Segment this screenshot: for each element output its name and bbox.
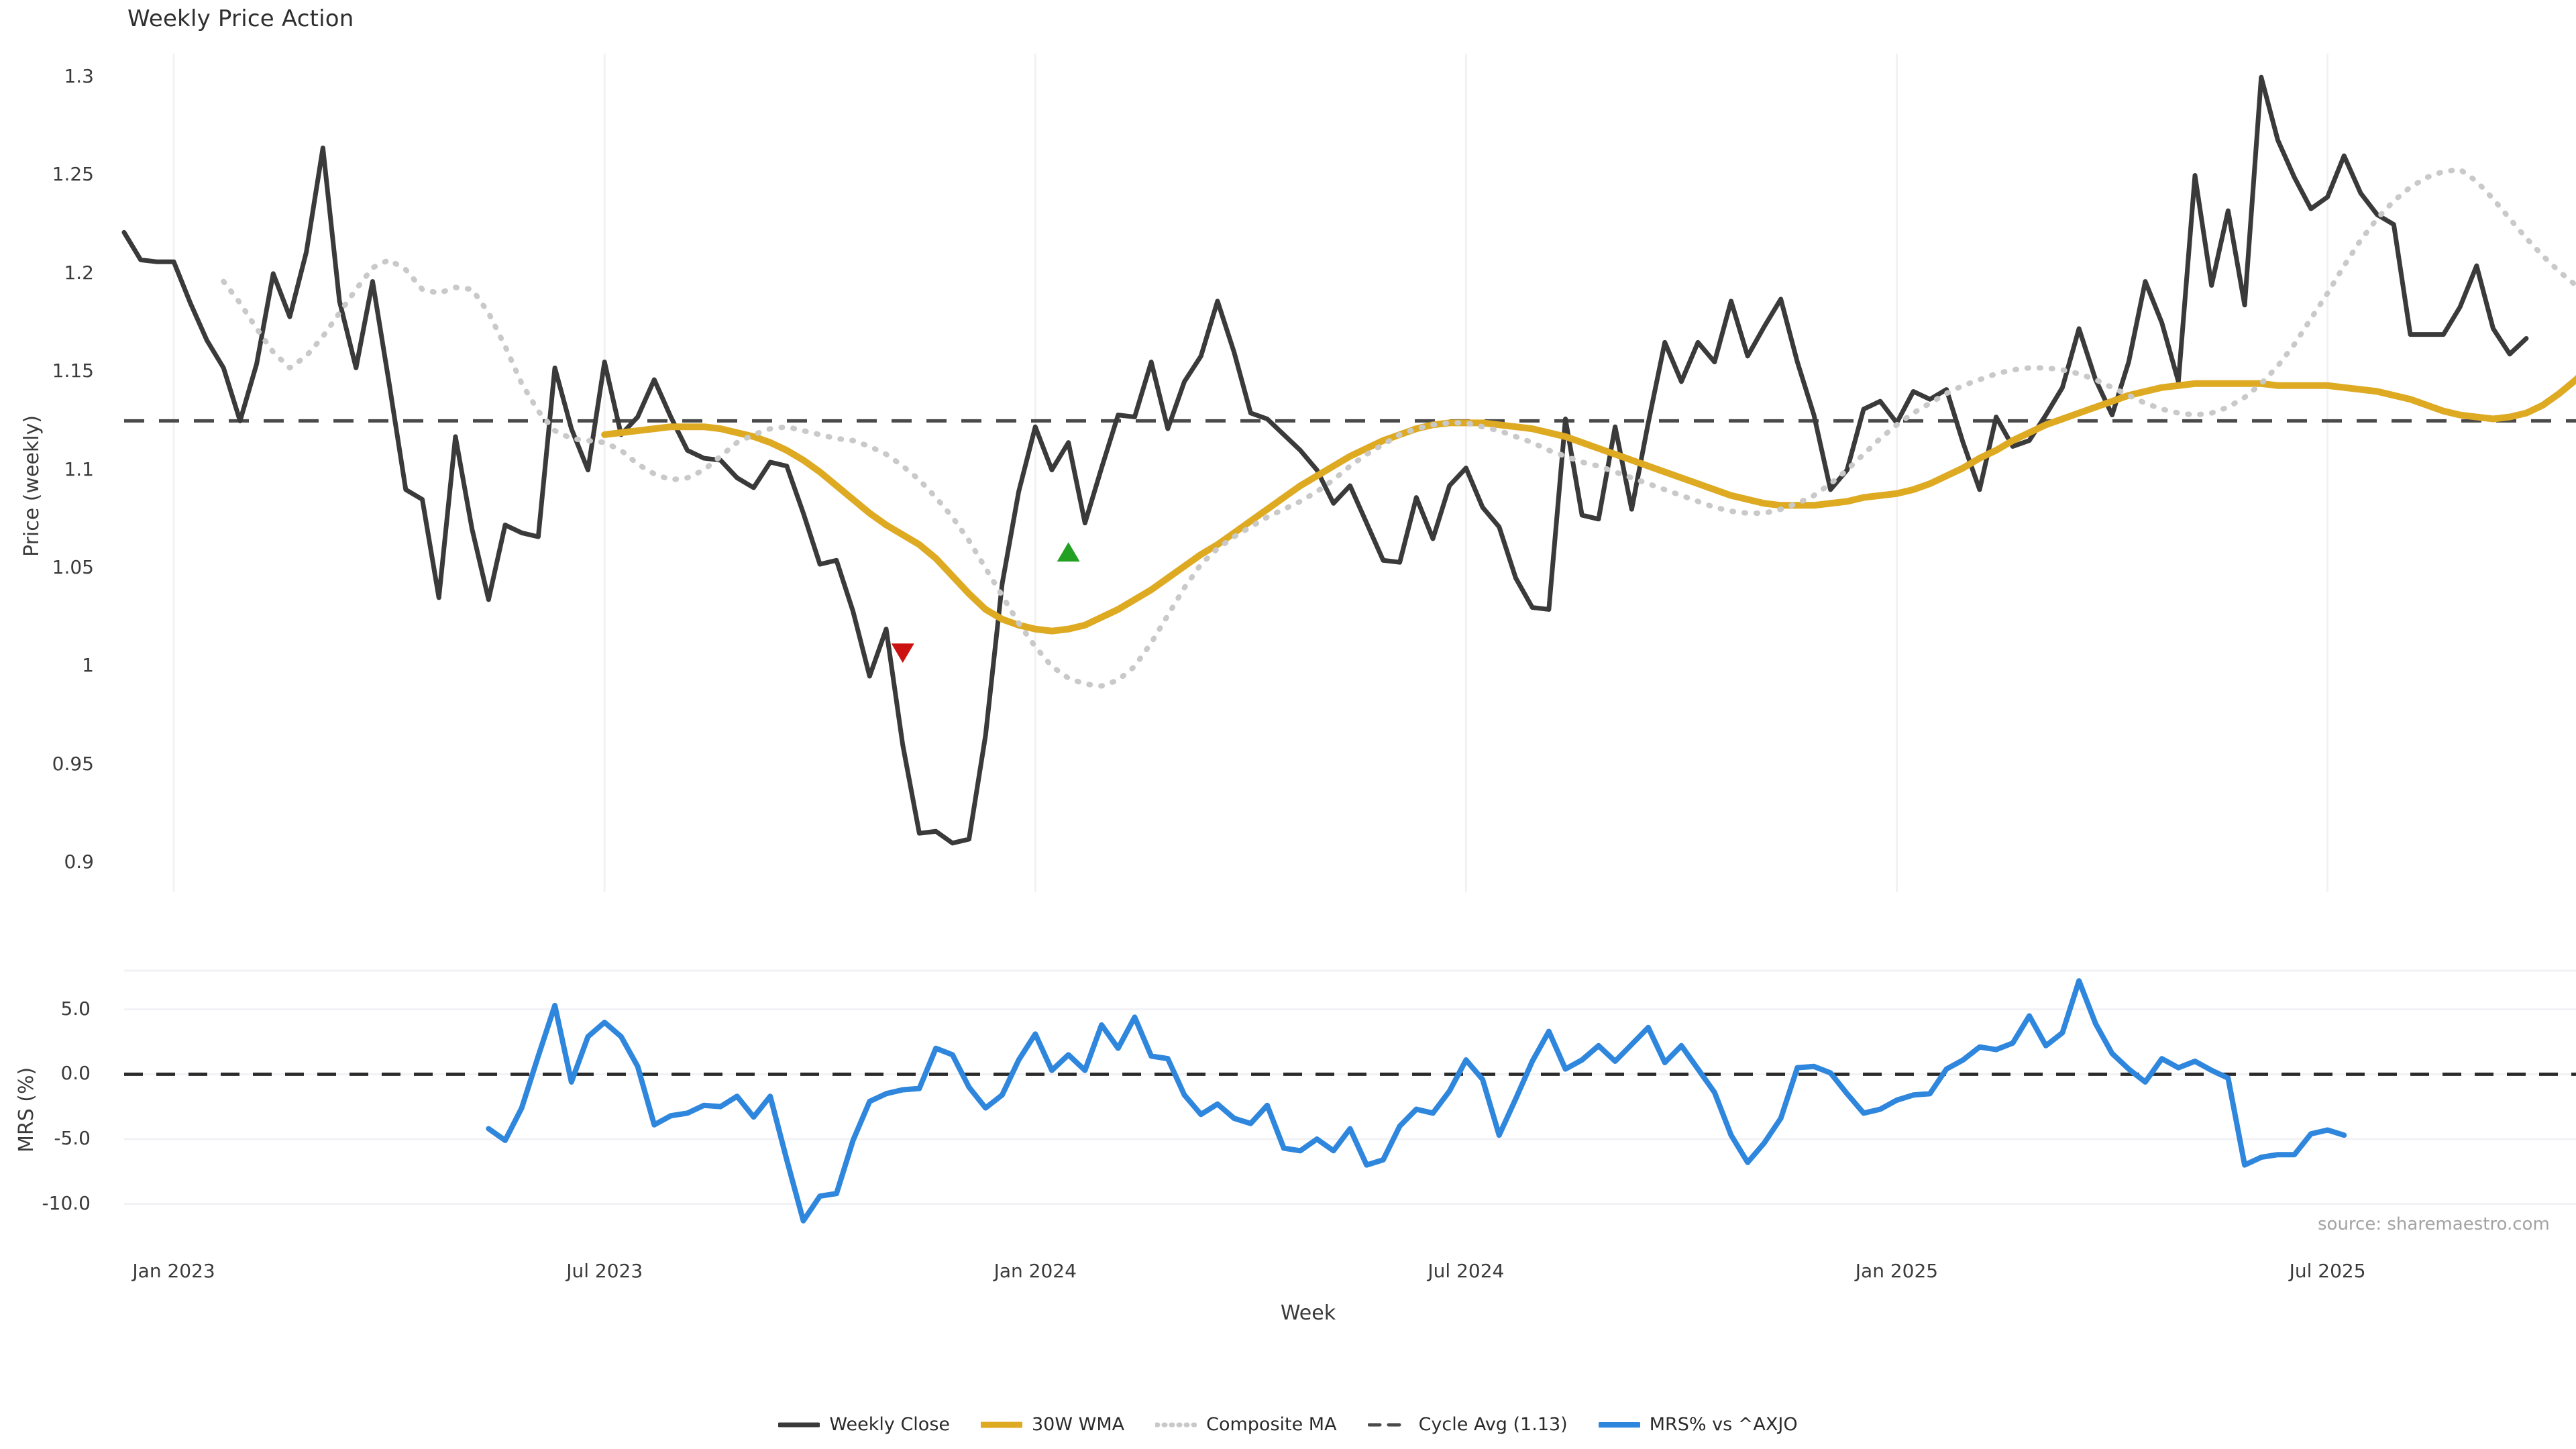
price-ytick-0: 1.3 <box>64 65 94 88</box>
buy-marker <box>1057 542 1080 562</box>
legend-label: 30W WMA <box>1032 1414 1125 1435</box>
chart-legend: Weekly Close 30W WMA Composite MA Cycle Avg… <box>0 1414 2576 1435</box>
series-composite-ma <box>221 166 2576 689</box>
xtick-4: Jan 2025 <box>1855 1260 1939 1282</box>
legend-swatch-icon <box>778 1422 820 1427</box>
price-ytick-3: 1.15 <box>52 360 94 382</box>
price-ytick-2: 1.2 <box>64 261 94 284</box>
price-ytick-7: 0.95 <box>52 752 94 775</box>
legend-swatch-icon <box>1367 1423 1409 1426</box>
source-watermark: source: sharemaestro.com <box>2318 1214 2550 1234</box>
mrs-ytick-0: 5.0 <box>60 997 91 1020</box>
xtick-5: Jul 2025 <box>2289 1260 2366 1282</box>
price-ytick-8: 0.9 <box>64 851 94 873</box>
series-mrs <box>486 978 2347 1224</box>
price-ytick-6: 1 <box>82 654 94 677</box>
x-axis-label: Week <box>1280 1301 1336 1325</box>
price-axis-label: Price (weekly) <box>20 415 44 557</box>
legend-swatch-icon <box>1155 1422 1197 1427</box>
legend-label: Weekly Close <box>829 1414 950 1435</box>
legend-swatch-icon <box>1598 1421 1640 1428</box>
xtick-0: Jan 2023 <box>132 1260 215 1282</box>
mrs-gridlines <box>124 969 2576 1205</box>
price-ytick-5: 1.05 <box>52 555 94 578</box>
xtick-1: Jul 2023 <box>566 1260 643 1282</box>
price-ytick-4: 1.1 <box>64 458 94 480</box>
legend-item-1[interactable]: 30W WMA <box>981 1414 1124 1435</box>
mrs-ytick-3: -10.0 <box>42 1191 91 1214</box>
legend-swatch-icon <box>981 1421 1022 1428</box>
price-gridlines <box>172 54 2329 892</box>
legend-label: Composite MA <box>1206 1414 1337 1435</box>
series-30w-wma <box>601 375 2576 635</box>
xtick-3: Jul 2024 <box>1428 1260 1505 1282</box>
legend-item-3[interactable]: Cycle Avg (1.13) <box>1367 1414 1568 1435</box>
legend-item-0[interactable]: Weekly Close <box>778 1414 950 1435</box>
mrs-ytick-1: 0.0 <box>60 1062 91 1085</box>
xtick-2: Jan 2024 <box>994 1260 1077 1282</box>
price-ytick-1: 1.25 <box>52 163 94 186</box>
legend-item-2[interactable]: Composite MA <box>1155 1414 1337 1435</box>
mrs-ytick-2: -5.0 <box>54 1127 91 1149</box>
legend-label: Cycle Avg (1.13) <box>1418 1414 1568 1435</box>
sell-marker <box>891 643 914 663</box>
page-title: Weekly Price Action <box>127 5 354 32</box>
series-weekly-close <box>121 74 2529 846</box>
legend-item-4[interactable]: MRS% vs ^AXJO <box>1598 1414 1798 1435</box>
legend-label: MRS% vs ^AXJO <box>1649 1414 1798 1435</box>
